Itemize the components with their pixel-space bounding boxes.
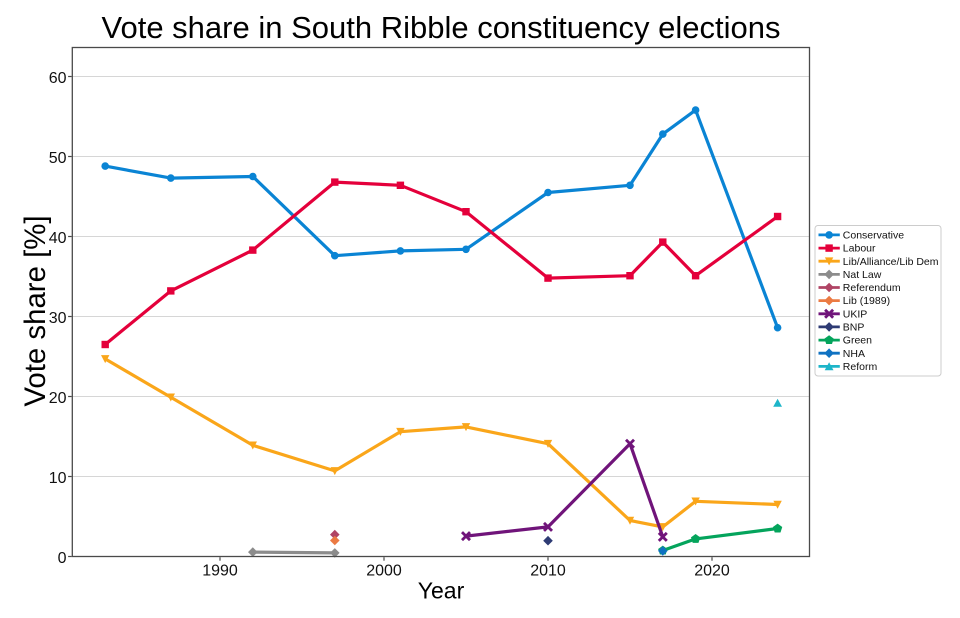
svg-text:NHA: NHA xyxy=(843,348,865,360)
svg-text:Lib (1989): Lib (1989) xyxy=(843,295,890,307)
svg-text:BNP: BNP xyxy=(843,322,865,334)
svg-text:50: 50 xyxy=(49,150,67,167)
svg-text:Year: Year xyxy=(418,578,465,604)
svg-text:Referendum: Referendum xyxy=(843,282,901,294)
svg-text:2000: 2000 xyxy=(366,562,402,579)
svg-text:30: 30 xyxy=(49,310,67,327)
svg-text:40: 40 xyxy=(49,230,67,247)
svg-text:2020: 2020 xyxy=(694,562,730,579)
svg-text:Vote share [%]: Vote share [%] xyxy=(19,215,52,406)
svg-text:Reform: Reform xyxy=(843,361,878,373)
svg-text:Conservative: Conservative xyxy=(843,230,904,242)
svg-text:60: 60 xyxy=(49,70,67,87)
svg-text:Green: Green xyxy=(843,335,872,347)
svg-text:Nat Law: Nat Law xyxy=(843,269,882,281)
svg-text:10: 10 xyxy=(49,470,67,487)
svg-text:2010: 2010 xyxy=(530,562,566,579)
svg-text:20: 20 xyxy=(49,390,67,407)
svg-text:Vote share in South Ribble con: Vote share in South Ribble constituency … xyxy=(102,10,781,45)
svg-text:0: 0 xyxy=(58,550,67,567)
svg-text:Lib/Alliance/Lib Dem: Lib/Alliance/Lib Dem xyxy=(843,256,939,268)
svg-text:Labour: Labour xyxy=(843,243,876,255)
svg-text:UKIP: UKIP xyxy=(843,308,868,320)
svg-text:1990: 1990 xyxy=(202,562,238,579)
